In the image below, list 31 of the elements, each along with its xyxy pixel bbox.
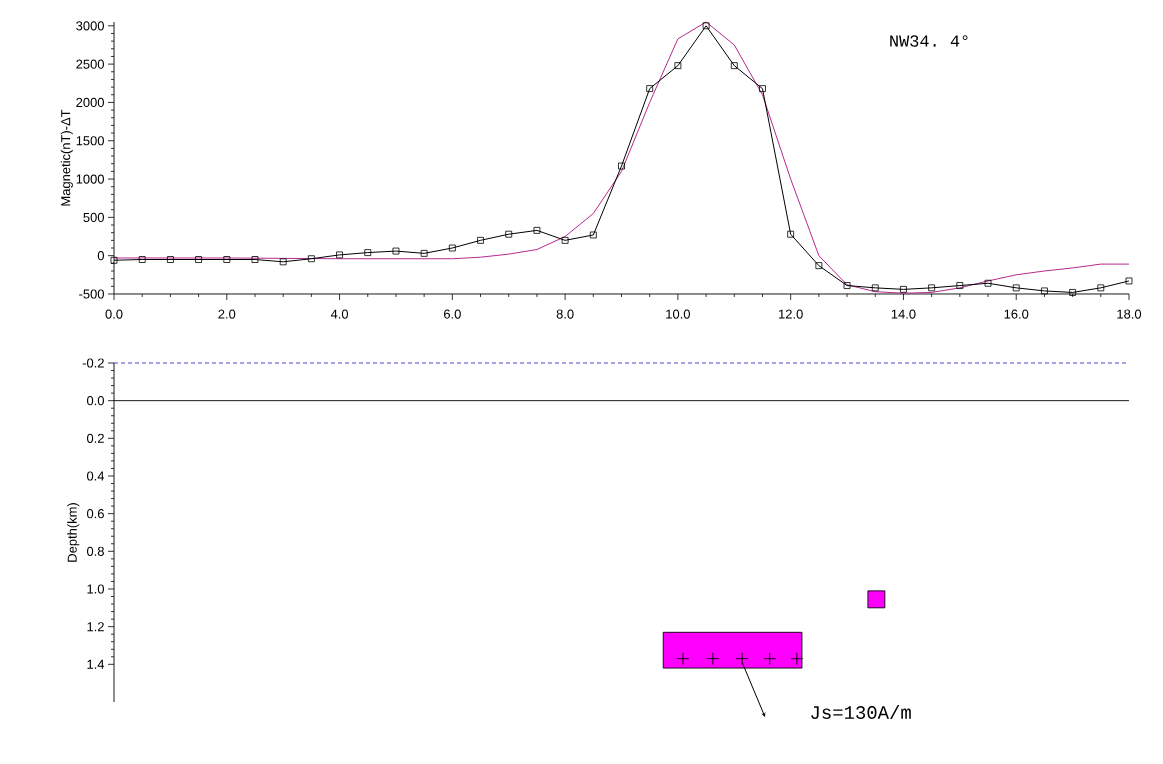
x-tick-label: 12.0 [779,309,803,319]
y-tick-label: 0.0 [86,396,104,406]
y-tick-label: 0.2 [86,433,104,443]
x-tick-label: 18.0 [1117,309,1142,319]
y-tick-label: 3000 [76,21,104,31]
x-tick-label: 16.0 [1004,309,1029,319]
y-axis-title: Magnetic(nT)-ΔT [60,109,73,206]
y-tick-label: -500 [79,289,104,299]
y-tick-label: -0.2 [82,358,104,368]
y-tick-label: 0.4 [86,471,105,481]
y-tick-label: 0 [97,251,104,261]
y-tick-label: 1.2 [87,622,104,632]
annotation: NW34. 4° [890,35,968,47]
x-tick-label: 8.0 [556,309,574,319]
y-tick-label: 2500 [76,59,104,69]
x-tick-label: 6.0 [443,309,461,319]
x-tick-label: 10.0 [666,309,690,319]
y-tick-label: 2000 [76,97,104,108]
x-tick-label: 4.0 [330,309,349,319]
x-tick-label: 2.0 [218,309,236,319]
y-axis-title: Depth(km) [67,503,80,562]
y-tick-label: 1500 [76,136,104,146]
x-tick-label: 14.0 [891,309,916,319]
y-tick-label: 1000 [76,174,104,184]
text: Js=130A/m [811,705,911,719]
y-tick-label: 1.0 [87,584,104,594]
y-tick-label: 500 [83,212,104,222]
y-tick-label: 0.6 [86,509,104,519]
y-tick-label: 0.8 [86,546,104,556]
x-tick-label: 0.0 [105,309,123,319]
y-tick-label: 1.4 [87,659,105,669]
